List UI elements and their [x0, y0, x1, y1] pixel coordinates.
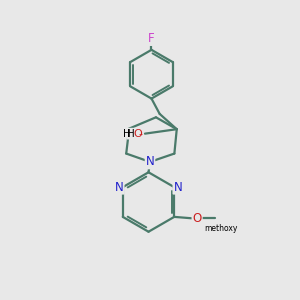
Text: methoxy: methoxy [204, 224, 238, 233]
Text: H: H [128, 129, 135, 139]
Text: O: O [193, 212, 202, 225]
Text: H: H [123, 129, 131, 139]
Text: O: O [134, 129, 142, 139]
Text: N: N [146, 155, 154, 168]
Text: F: F [148, 32, 155, 45]
Text: N: N [115, 181, 124, 194]
Text: -: - [138, 129, 142, 139]
Text: N: N [173, 181, 182, 194]
